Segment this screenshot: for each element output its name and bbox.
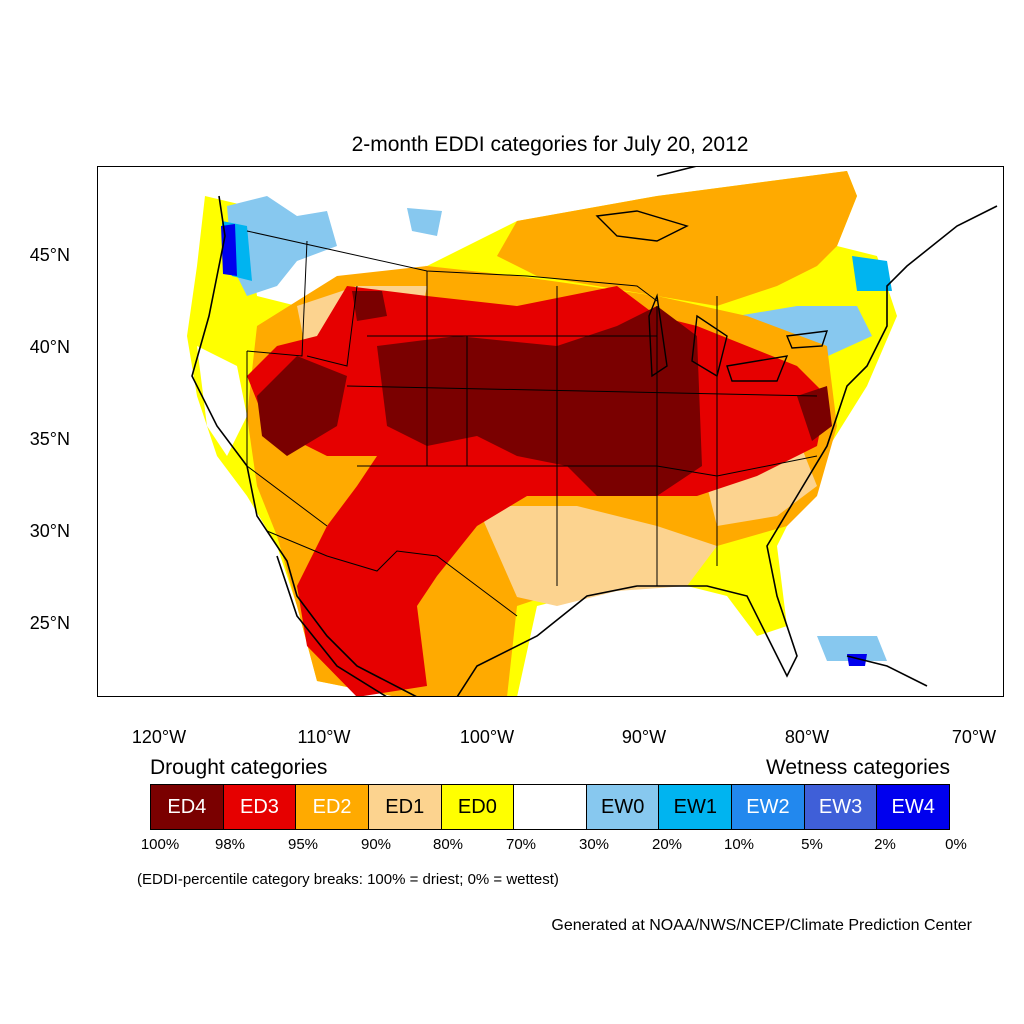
lon-label-110: 110°W: [297, 727, 351, 747]
great-lakes: [595, 210, 829, 382]
region-ed2: [497, 171, 857, 306]
category-legend: ED4 ED3 ED2 ED1 ED0 EW0 EW1 EW2 EW3 EW4: [150, 784, 950, 830]
lat-label-45: 45°N: [29, 245, 70, 265]
pct-label: 0%: [945, 836, 967, 853]
legend-ew2: EW2: [732, 785, 805, 829]
pct-label: 98%: [214, 836, 246, 853]
pct-label: 90%: [360, 836, 392, 853]
lon-label-120: 120°W: [131, 727, 187, 747]
pct-label: 70%: [505, 836, 537, 853]
legend-ed4: ED4: [151, 785, 224, 829]
legend-ew4: EW4: [877, 785, 950, 829]
pct-label: 100%: [140, 836, 180, 853]
wetness-heading: Wetness categories: [765, 756, 950, 779]
lon-label-90: 90°W: [621, 727, 667, 747]
legend-neutral: [514, 785, 587, 829]
legend-ed3: ED3: [223, 785, 297, 829]
drought-heading: Drought categories: [150, 756, 328, 779]
legend-ed1: ED1: [368, 785, 442, 829]
credit-line: Generated at NOAA/NWS/NCEP/Climate Predi…: [551, 917, 972, 934]
legend-ed0: ED0: [441, 785, 515, 829]
pct-label: 30%: [578, 836, 610, 853]
pct-label: 20%: [651, 836, 683, 853]
lat-label-30: 30°N: [29, 521, 70, 541]
pct-label: 2%: [874, 836, 896, 853]
pct-label: 80%: [432, 836, 464, 853]
map-frame: [97, 166, 1004, 697]
lon-label-70: 70°W: [951, 727, 997, 747]
lat-label-35: 35°N: [29, 429, 70, 449]
lon-label-100: 100°W: [459, 727, 515, 747]
category-note: (EDDI-percentile category breaks: 100% =…: [137, 871, 559, 888]
lat-label-40: 40°N: [29, 337, 70, 357]
state-borders: [246, 230, 818, 617]
legend-ed2: ED2: [296, 785, 369, 829]
lon-label-80: 80°W: [784, 727, 830, 747]
region-ed4: [257, 356, 347, 456]
eddi-map-canvas: [97, 166, 1004, 697]
pct-label: 10%: [723, 836, 755, 853]
legend-ew3: EW3: [804, 785, 878, 829]
region-ew0: [227, 196, 337, 296]
map-title: 2-month EDDI categories for July 20, 201…: [351, 133, 749, 156]
region-ew4: [221, 224, 237, 276]
eddi-map: [97, 166, 1004, 697]
legend-ew1: EW1: [659, 785, 733, 829]
legend-ew0: EW0: [586, 785, 660, 829]
pct-label: 5%: [801, 836, 823, 853]
pct-label: 95%: [287, 836, 319, 853]
lat-label-25: 25°N: [29, 613, 70, 633]
